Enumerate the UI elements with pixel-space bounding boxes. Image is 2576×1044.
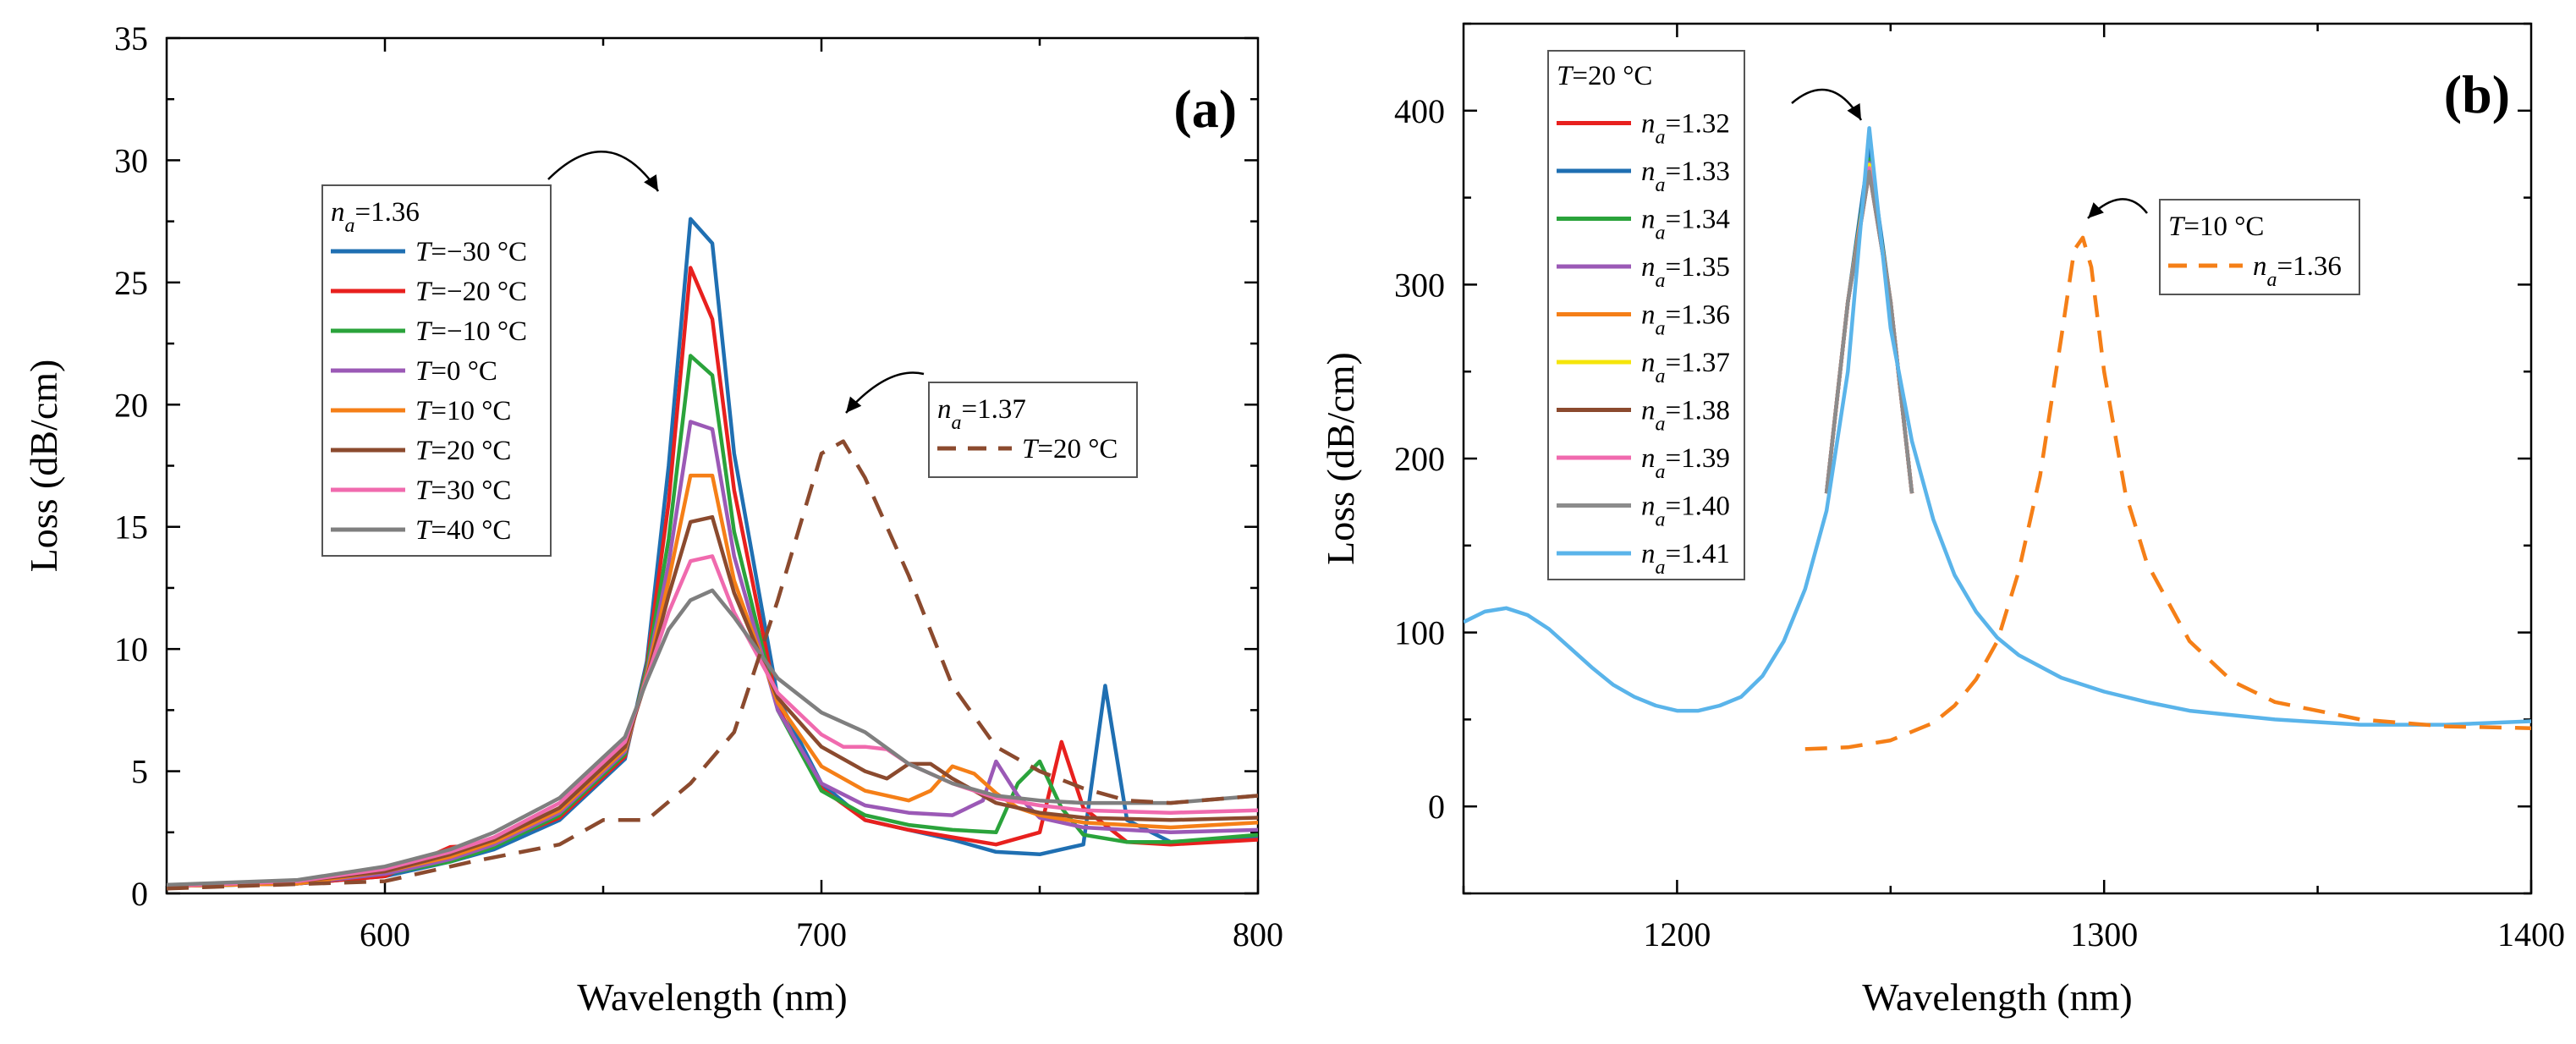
legend-entry: na=1.33 bbox=[1641, 157, 1730, 196]
series-line bbox=[167, 554, 1258, 888]
panel-a-label: (a) bbox=[1173, 79, 1237, 139]
y-tick-label: 300 bbox=[1394, 266, 1445, 304]
series-line bbox=[1824, 169, 1914, 494]
series-line bbox=[1824, 162, 1914, 494]
x-tick-label: 800 bbox=[1233, 915, 1283, 953]
x-tick-label: 1300 bbox=[2070, 915, 2138, 953]
legend-entry: na=1.40 bbox=[1641, 492, 1730, 531]
panel-b-axis-ticks: 1200 1300 1400 0 100 200 300 400 bbox=[1394, 22, 2565, 953]
panel-b-legend-main: T=20 °C na=1.32 na=1.33 na=1.34 na=1.35 na=1.… bbox=[1547, 50, 1745, 580]
y-tick-label: 0 bbox=[131, 875, 148, 913]
arrow-head bbox=[2088, 202, 2104, 218]
series-line bbox=[1804, 235, 2531, 751]
x-tick-label: 1400 bbox=[2497, 915, 2565, 953]
legend-entry: T=40 °C bbox=[415, 515, 511, 546]
series-line bbox=[1824, 157, 1914, 494]
panel-b-chart: 1200 1300 1400 0 100 200 300 400 Wavelength (nm… bbox=[1319, 22, 2565, 1019]
arrow-curve bbox=[1791, 88, 1863, 121]
arrow-head bbox=[1847, 103, 1861, 120]
panel-b-label: (b) bbox=[2444, 64, 2510, 124]
panel-a-axis-ticks: 600 700 800 0 5 10 15 20 25 30 35 bbox=[114, 19, 1283, 953]
panel-b-y-axis-title: Loss (dB/cm) bbox=[1319, 352, 1362, 565]
x-tick-label: 600 bbox=[360, 915, 410, 953]
y-tick-label: 5 bbox=[131, 753, 148, 791]
legend-entry: T=10 °C bbox=[415, 396, 511, 426]
series-line bbox=[167, 439, 1258, 891]
y-tick-label: 400 bbox=[1394, 92, 1445, 130]
series-line bbox=[1824, 161, 1914, 494]
legend-entry: na=1.34 bbox=[1641, 205, 1730, 245]
y-tick-label: 30 bbox=[114, 141, 148, 179]
legend-entry: na=1.35 bbox=[1641, 252, 1730, 292]
legend-entry: na=1.32 bbox=[1641, 109, 1730, 149]
legend-entry: na=1.39 bbox=[1641, 443, 1730, 483]
x-tick-label: 1200 bbox=[1643, 915, 1711, 953]
series-group bbox=[167, 217, 1258, 891]
y-tick-label: 25 bbox=[114, 264, 148, 302]
panel-a-x-axis-title: Wavelength (nm) bbox=[577, 975, 847, 1019]
y-tick-label: 0 bbox=[1428, 788, 1445, 826]
legend-header: na=1.36 bbox=[331, 197, 420, 237]
legend-entry: T=20 °C bbox=[415, 436, 511, 466]
series-line bbox=[1824, 169, 1914, 494]
y-tick-label: 100 bbox=[1394, 614, 1445, 652]
series-line bbox=[1824, 166, 1914, 494]
arrow-head bbox=[846, 396, 862, 413]
series-line bbox=[1824, 146, 1914, 494]
panel-b-x-axis-title: Wavelength (nm) bbox=[1862, 975, 2132, 1019]
legend-entry: na=1.37 bbox=[1641, 348, 1730, 387]
arrow-head bbox=[644, 174, 658, 191]
y-tick-label: 200 bbox=[1394, 440, 1445, 478]
legend-entry: T=0 °C bbox=[415, 356, 497, 387]
legend-box bbox=[2159, 199, 2360, 295]
panel-a-legend-main: na=1.36T=−30 °C T=−20 °C T=−10 °C T=0 °C T=1… bbox=[321, 184, 552, 557]
legend-header: T=10 °C bbox=[2168, 212, 2264, 242]
series-line bbox=[1464, 126, 2531, 727]
panel-b-series-lines bbox=[1464, 126, 2531, 751]
series-line bbox=[1824, 168, 1914, 494]
panel-a-annotation-arrows bbox=[547, 151, 925, 414]
legend-header: T=20 °C bbox=[1557, 61, 1652, 91]
legend-entry: T=20 °C bbox=[1022, 434, 1118, 464]
legend-entry: na=1.36 bbox=[1641, 300, 1730, 340]
legend-entry: T=−20 °C bbox=[415, 277, 527, 307]
legend-entry: T=−30 °C bbox=[415, 237, 527, 267]
series-group bbox=[1464, 126, 2531, 751]
legend-entry: T=30 °C bbox=[415, 475, 511, 506]
panel-a-y-axis-title: Loss (dB/cm) bbox=[22, 360, 65, 573]
series-line bbox=[1824, 164, 1914, 494]
x-tick-label: 700 bbox=[796, 915, 847, 953]
panel-a-legend-second: na=1.37T=20 °C bbox=[928, 382, 1138, 478]
legend-entry: na=1.36 bbox=[2253, 251, 2342, 291]
arrow-curve bbox=[547, 151, 660, 192]
legend-entry: na=1.41 bbox=[1641, 539, 1730, 579]
y-tick-label: 20 bbox=[114, 386, 148, 424]
legend-box bbox=[928, 382, 1138, 478]
legend-header: na=1.37 bbox=[937, 394, 1026, 434]
panel-b-legend-second: T=10 °C na=1.36 bbox=[2159, 199, 2360, 295]
legend-entry: na=1.38 bbox=[1641, 396, 1730, 436]
legend-entry: T=−10 °C bbox=[415, 316, 527, 347]
y-tick-label: 15 bbox=[114, 508, 148, 547]
series-line bbox=[167, 588, 1258, 887]
y-tick-label: 35 bbox=[114, 19, 148, 58]
panel-b-annotation-arrows bbox=[1791, 88, 2148, 219]
series-line bbox=[167, 514, 1258, 888]
panel-a-series-lines bbox=[167, 217, 1258, 891]
y-tick-label: 10 bbox=[114, 630, 148, 668]
